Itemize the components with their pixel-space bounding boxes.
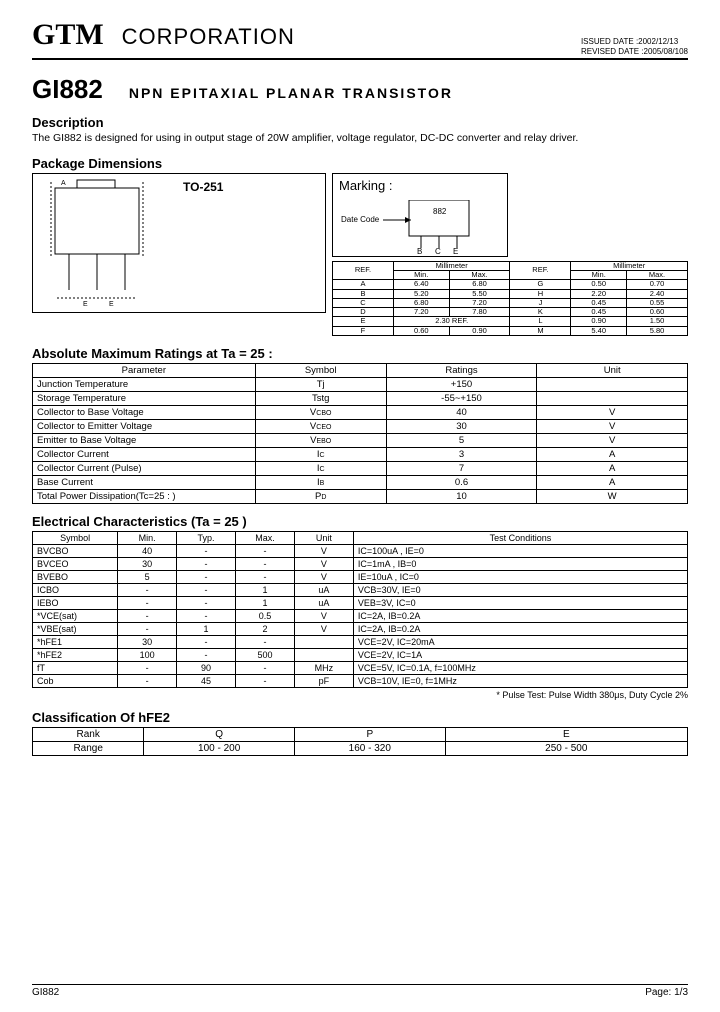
table-row: Total Power Dissipation(Tc=25 : )PD10W [33, 489, 688, 503]
table-row: Emitter to Base VoltageVEBO5V [33, 433, 688, 447]
elec-col-typ: Typ. [177, 531, 236, 544]
dimensions-table: REF. Millimeter REF. Millimeter Min. Max… [332, 261, 688, 336]
svg-text:C: C [435, 247, 441, 254]
issued-value: :2002/12/13 [636, 37, 678, 46]
table-row: ICBO--1uAVCB=30V, IE=0 [33, 583, 688, 596]
date-block: ISSUED DATE :2002/12/13 REVISED DATE :20… [581, 37, 688, 56]
elec-col-unit: Unit [294, 531, 353, 544]
table-row: *VBE(sat)-12VIC=2A, IB=0.2A [33, 622, 688, 635]
dim-col-mm2: Millimeter [571, 261, 688, 270]
part-row: GI882 NPN EPITAXIAL PLANAR TRANSISTOR [32, 74, 688, 105]
part-number: GI882 [32, 74, 103, 105]
revised-value: :2005/08/108 [641, 47, 688, 56]
table-row: Collector CurrentIC3A [33, 447, 688, 461]
hfe-range-label: Range [33, 741, 144, 755]
corp-name: CORPORATION [122, 24, 295, 50]
pulse-test-footnote: * Pulse Test: Pulse Width 380μs, Duty Cy… [32, 690, 688, 700]
electrical-table: Symbol Min. Typ. Max. Unit Test Conditio… [32, 531, 688, 688]
table-row: F0.600.90M5.405.80 [333, 326, 688, 335]
package-type-label: TO-251 [183, 180, 223, 194]
svg-text:E: E [453, 247, 458, 254]
table-row: *VCE(sat)--0.5VIC=2A, IB=0.2A [33, 609, 688, 622]
footer-page: Page: 1/3 [645, 987, 688, 998]
table-row: B5.205.50H2.202.40 [333, 289, 688, 298]
description-text: The GI882 is designed for using in outpu… [32, 132, 688, 146]
electrical-heading: Electrical Characteristics (Ta = 25 ) [32, 514, 688, 529]
part-title: NPN EPITAXIAL PLANAR TRANSISTOR [129, 85, 453, 101]
table-row: D7.207.80K0.450.60 [333, 308, 688, 317]
revised-label: REVISED DATE [581, 47, 639, 56]
table-row: BVCEO30--VIC=1mA , IB=0 [33, 557, 688, 570]
description-heading: Description [32, 115, 688, 130]
svg-text:E: E [109, 301, 114, 308]
page-footer: GI882 Page: 1/3 [32, 984, 688, 998]
marking-value: 882 [433, 207, 447, 216]
svg-text:Date Code: Date Code [341, 215, 380, 224]
table-row: *hFE130--VCE=2V, IC=20mA [33, 635, 688, 648]
table-row: Collector Current (Pulse)IC7A [33, 461, 688, 475]
package-outline-icon: A E E [37, 178, 167, 308]
table-row: Base CurrentIB0.6A [33, 475, 688, 489]
hfe-range-e: 250 - 500 [445, 741, 687, 755]
marking-label: Marking : [339, 178, 392, 193]
svg-text:B: B [417, 247, 422, 254]
marking-icon: 882 B C E Date Code [339, 200, 503, 254]
package-row: TO-251 A E E Marking : 882 B C [32, 173, 688, 336]
ratings-col-unit: Unit [537, 363, 688, 377]
hfe-range-p: 160 - 320 [294, 741, 445, 755]
table-row: E2.30 REF.L0.901.50 [333, 317, 688, 326]
hfe-col-q: Q [144, 727, 295, 741]
dim-col-ref2: REF. [510, 261, 571, 280]
ratings-col-ratings: Ratings [386, 363, 537, 377]
footer-partno: GI882 [32, 987, 59, 998]
table-row: A6.406.80G0.500.70 [333, 280, 688, 289]
table-row: Collector to Base VoltageVCBO40V [33, 405, 688, 419]
ratings-col-symbol: Symbol [255, 363, 386, 377]
table-row: IEBO--1uAVEB=3V, IC=0 [33, 596, 688, 609]
table-row: Storage TemperatureTstg-55~+150 [33, 391, 688, 405]
issued-label: ISSUED DATE [581, 37, 634, 46]
hfe-col-p: P [294, 727, 445, 741]
hfe-heading: Classification Of hFE2 [32, 710, 688, 725]
table-row: C6.807.20J0.450.55 [333, 298, 688, 307]
table-row: Junction TemperatureTj+150 [33, 377, 688, 391]
hfe-col-rank: Rank [33, 727, 144, 741]
ratings-col-param: Parameter [33, 363, 256, 377]
elec-col-max: Max. [236, 531, 295, 544]
table-row: Cob-45-pFVCB=10V, IE=0, f=1MHz [33, 674, 688, 687]
package-diagram: TO-251 A E E [32, 173, 326, 313]
ratings-table: Parameter Symbol Ratings Unit Junction T… [32, 363, 688, 504]
ratings-heading: Absolute Maximum Ratings at Ta = 25 : [32, 346, 688, 361]
table-row: Collector to Emitter VoltageVCEO30V [33, 419, 688, 433]
table-row: fT-90-MHzVCE=5V, IC=0.1A, f=100MHz [33, 661, 688, 674]
table-row: BVCBO40--VIC=100uA , IE=0 [33, 544, 688, 557]
package-heading: Package Dimensions [32, 156, 688, 171]
header: GTM CORPORATION ISSUED DATE :2002/12/13 … [32, 18, 688, 60]
hfe-table: Rank Q P E Range 100 - 200 160 - 320 250… [32, 727, 688, 756]
hfe-col-e: E [445, 727, 687, 741]
hfe-range-q: 100 - 200 [144, 741, 295, 755]
table-row: BVEBO5--VIE=10uA , IC=0 [33, 570, 688, 583]
elec-col-cond: Test Conditions [353, 531, 687, 544]
marking-diagram: Marking : 882 B C E Date Code [332, 173, 508, 257]
dim-col-ref1: REF. [333, 261, 394, 280]
svg-text:E: E [83, 301, 88, 308]
brand-logo: GTM [32, 18, 104, 52]
elec-col-symbol: Symbol [33, 531, 118, 544]
dim-col-mm1: Millimeter [393, 261, 510, 270]
svg-text:A: A [61, 180, 66, 187]
table-row: *hFE2100-500VCE=2V, IC=1A [33, 648, 688, 661]
elec-col-min: Min. [118, 531, 177, 544]
